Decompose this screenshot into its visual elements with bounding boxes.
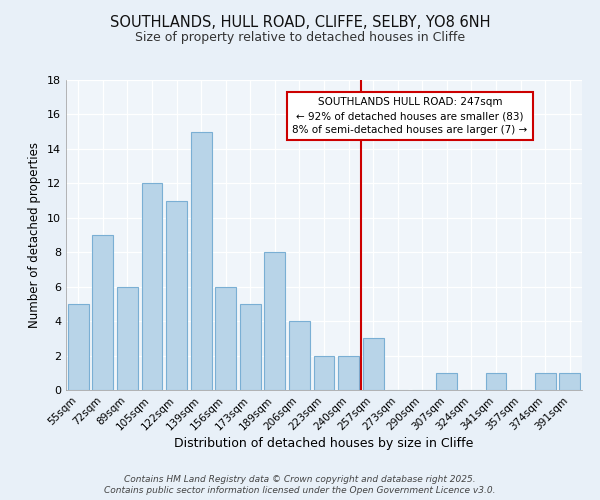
Bar [68, 304, 89, 390]
Bar [92, 235, 113, 390]
Bar [142, 184, 163, 390]
Bar [362, 338, 383, 390]
Bar [436, 373, 457, 390]
Bar [265, 252, 286, 390]
Bar [166, 200, 187, 390]
Bar [240, 304, 261, 390]
Bar [485, 373, 506, 390]
Bar [338, 356, 359, 390]
Bar [535, 373, 556, 390]
Y-axis label: Number of detached properties: Number of detached properties [28, 142, 41, 328]
Bar [559, 373, 580, 390]
Text: SOUTHLANDS, HULL ROAD, CLIFFE, SELBY, YO8 6NH: SOUTHLANDS, HULL ROAD, CLIFFE, SELBY, YO… [110, 15, 490, 30]
Bar [215, 286, 236, 390]
Bar [289, 321, 310, 390]
Text: SOUTHLANDS HULL ROAD: 247sqm
← 92% of detached houses are smaller (83)
8% of sem: SOUTHLANDS HULL ROAD: 247sqm ← 92% of de… [292, 97, 527, 135]
Text: Size of property relative to detached houses in Cliffe: Size of property relative to detached ho… [135, 31, 465, 44]
Text: Contains HM Land Registry data © Crown copyright and database right 2025.
Contai: Contains HM Land Registry data © Crown c… [104, 476, 496, 494]
Bar [117, 286, 138, 390]
Bar [191, 132, 212, 390]
X-axis label: Distribution of detached houses by size in Cliffe: Distribution of detached houses by size … [175, 438, 473, 450]
Bar [314, 356, 334, 390]
